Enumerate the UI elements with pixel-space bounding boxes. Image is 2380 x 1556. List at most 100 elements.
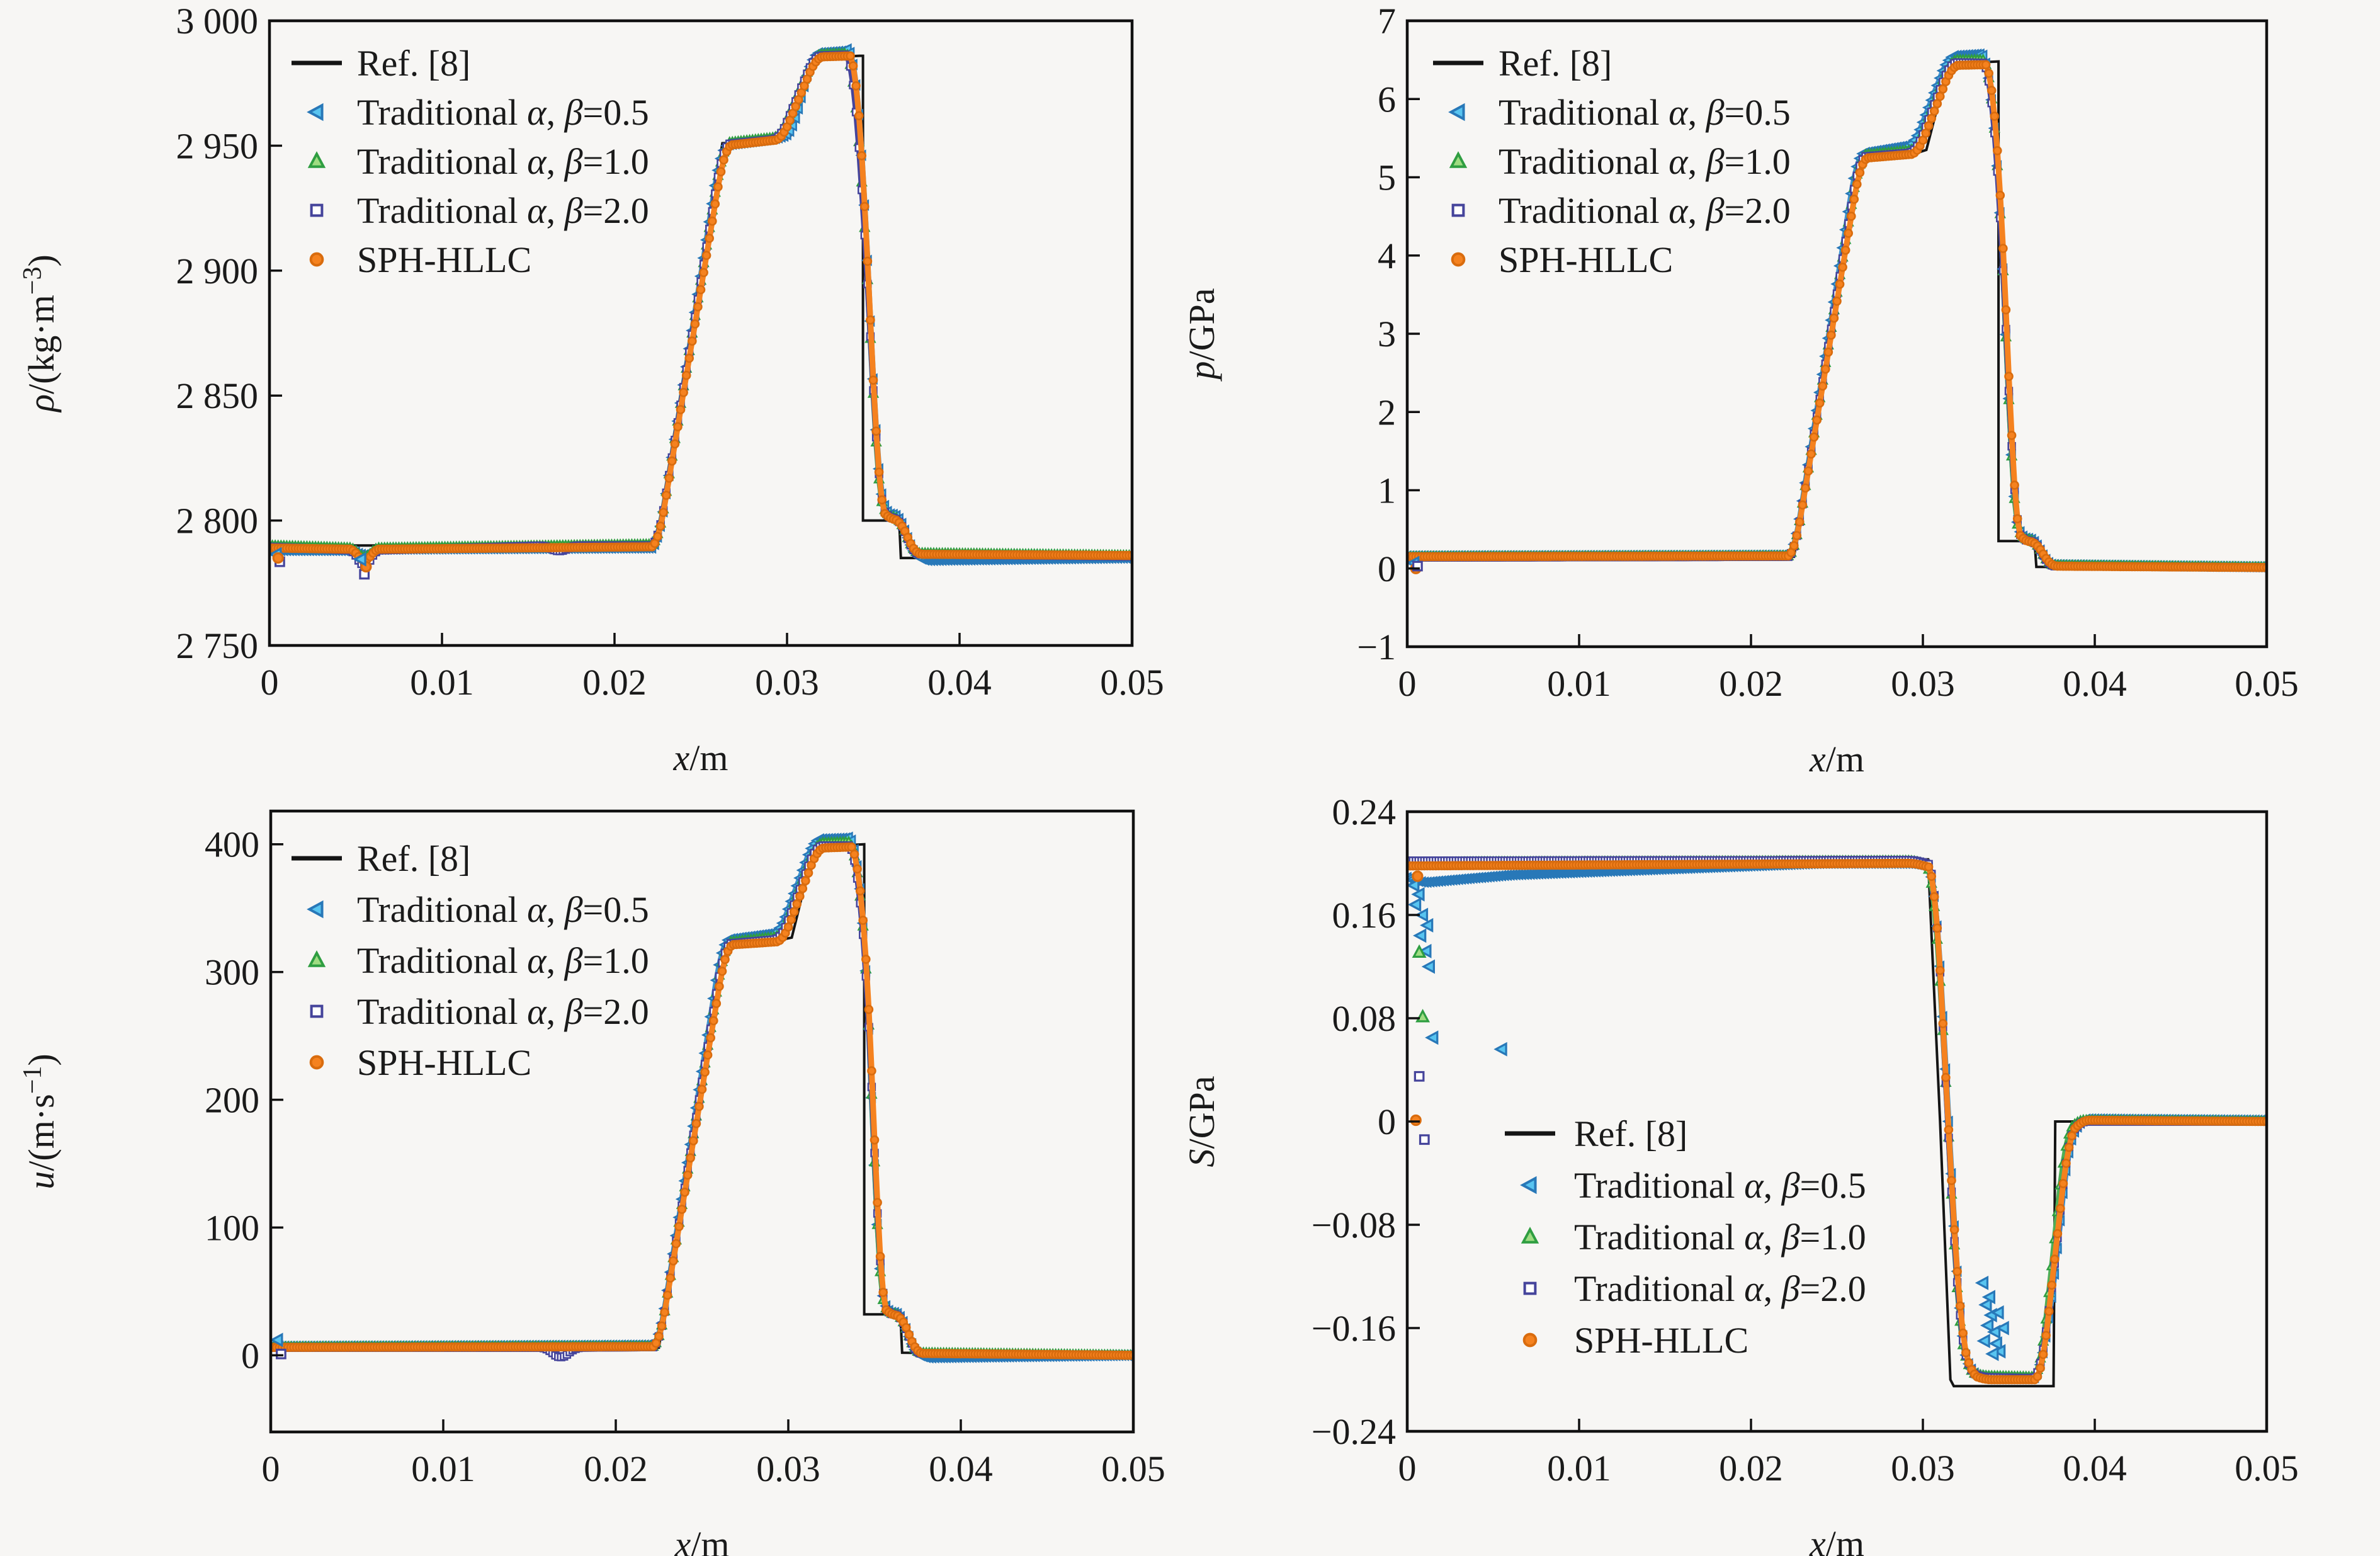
legend-item-ref: Ref. [8] [292, 43, 470, 84]
scatter-point [1412, 887, 1425, 901]
x-tick-label: 0.04 [2063, 1448, 2127, 1489]
x-tick-label: 0 [262, 1448, 280, 1489]
y-axis-label: S/GPa [1181, 1076, 1222, 1167]
chart-pressure: 0 0.01 0.02 0.03 0.04 0.05x/m−101234567p/GPaR… [1181, 1, 2299, 780]
x-tick-label: 0.01 [410, 662, 474, 703]
scatter-point [1981, 1319, 1994, 1332]
y-axis-label: p/GPa [1181, 288, 1222, 382]
plot-area-density [269, 43, 1132, 580]
legend-tri-left-icon [309, 105, 322, 119]
x-axis-label: x/m [673, 737, 728, 778]
legend-tri-up-icon [310, 154, 324, 166]
legend-label: Ref. [8] [357, 838, 470, 879]
y-tick-label: 2 900 [176, 251, 259, 292]
y-tick-label: 6 [1378, 79, 1396, 120]
legend-label: Ref. [8] [1574, 1113, 1687, 1154]
legend-item-b05: Traditional α, β=0.5 [1522, 1165, 1866, 1206]
legend-label: SPH-HLLC [1574, 1320, 1748, 1361]
legend-item-hllc: SPH-HLLC [1453, 239, 1673, 280]
y-tick-label: 1 [1378, 470, 1396, 511]
legend-label: Traditional α, β=2.0 [1574, 1268, 1866, 1309]
legend-label: Ref. [8] [357, 43, 470, 84]
y-axis: 0 100 200 300 400 [205, 824, 283, 1376]
scatter-point [272, 552, 284, 564]
series-hllc [1407, 60, 2267, 572]
scatter-point [1412, 945, 1426, 958]
y-tick-label: 2 [1378, 392, 1396, 433]
legend-item-ref: Ref. [8] [292, 838, 470, 879]
scatter-point [1976, 1276, 1989, 1290]
x-tick-label: 0.04 [929, 1448, 993, 1489]
y-tick-label: −0.08 [1312, 1205, 1396, 1246]
legend-item-b10: Traditional α, β=1.0 [1451, 141, 1791, 182]
x-axis-label: x/m [674, 1524, 730, 1556]
y-axis: 2 750 2 800 2 850 2 900 2 950 3 000 [176, 1, 282, 666]
legend-tri-up-icon [310, 953, 324, 965]
x-axis: 0 0.01 0.02 0.03 0.04 0.05 [262, 1419, 1165, 1489]
plot-area-stress [1407, 855, 2267, 1388]
y-tick-label: −0.16 [1312, 1308, 1396, 1349]
legend-item-b05: Traditional α, β=0.5 [309, 889, 649, 930]
legend-label: Ref. [8] [1499, 43, 1612, 84]
legend-velocity: Ref. [8] Traditional α, β=0.5 Traditional … [292, 838, 649, 1083]
legend-square-icon [312, 1006, 322, 1017]
y-tick-label: 2 950 [176, 125, 259, 166]
scatter-point [1416, 1009, 1429, 1023]
y-tick-label: 2 800 [176, 501, 259, 542]
x-tick-label: 0.03 [755, 662, 819, 703]
series-ref-line [1407, 858, 2267, 1388]
x-tick-label: 0.03 [756, 1448, 820, 1489]
y-tick-label: 200 [205, 1080, 259, 1121]
scatter-point [1978, 1334, 1990, 1348]
y-axis: −1 0 1 2 3 4 5 6 7 [1357, 1, 1420, 667]
legend-label: Traditional α, β=1.0 [357, 141, 649, 182]
x-tick-label: 0.04 [927, 662, 992, 703]
y-tick-label: 2 850 [176, 375, 259, 416]
y-tick-label: 0.16 [1332, 895, 1397, 936]
legend-label: SPH-HLLC [1499, 239, 1673, 280]
y-tick-label: 0.24 [1332, 792, 1397, 832]
y-tick-label: 0 [1378, 548, 1396, 589]
x-tick-label: 0.02 [1719, 663, 1783, 704]
legend-label: Traditional α, β=0.5 [357, 92, 649, 133]
x-axis: 0 0.01 0.02 0.03 0.04 0.05 [261, 633, 1164, 703]
plot-area-pressure [1407, 48, 2267, 574]
x-tick-label: 0.01 [1547, 1448, 1611, 1489]
legend-square-icon [1453, 205, 1464, 216]
scatter-point [1410, 1114, 1422, 1127]
legend-tri-up-icon [1523, 1229, 1537, 1242]
y-axis-label: u/(m·s−1) [18, 1053, 62, 1189]
x-axis: 0 0.01 0.02 0.03 0.04 0.05 [1398, 1419, 2299, 1489]
series-hllc [271, 842, 1133, 1360]
x-axis: 0 0.01 0.02 0.03 0.04 0.05 [1398, 634, 2299, 704]
x-tick-label: 0 [261, 662, 279, 703]
y-axis: −0.24 −0.16 −0.08 0 0.08 0.16 0.24 [1312, 792, 1420, 1452]
y-tick-label: 0 [241, 1335, 259, 1376]
x-tick-label: 0.01 [411, 1448, 475, 1489]
x-axis-label: x/m [1809, 1523, 1864, 1556]
x-tick-label: 0.02 [1719, 1448, 1783, 1489]
y-tick-label: 0.08 [1332, 998, 1397, 1039]
legend-item-b20: Traditional α, β=2.0 [312, 190, 649, 231]
y-tick-label: 5 [1378, 157, 1396, 198]
plot-area-velocity [271, 832, 1133, 1363]
chart-stress: 0 0.01 0.02 0.03 0.04 0.05 x/m −0.24 −0.16 −0.08 0… [1181, 792, 2299, 1556]
legend-item-b20: Traditional α, β=2.0 [1525, 1268, 1866, 1309]
y-tick-label: −0.24 [1312, 1411, 1396, 1452]
scatter-point [1420, 919, 1434, 932]
y-tick-label: 100 [205, 1207, 259, 1248]
x-tick-label: 0.03 [1891, 1448, 1955, 1489]
x-tick-label: 0.04 [2063, 663, 2127, 704]
x-tick-label: 0 [1398, 663, 1417, 704]
axes-frame [268, 19, 1134, 647]
y-tick-label: 300 [205, 952, 259, 993]
y-tick-label: 0 [1378, 1101, 1396, 1142]
legend-square-icon [312, 205, 322, 216]
legend-label: Traditional α, β=2.0 [357, 190, 649, 231]
scatter-point [1425, 1031, 1439, 1045]
y-tick-label: 2 750 [176, 625, 259, 666]
legend-tri-up-icon [1451, 154, 1465, 166]
legend-item-b20: Traditional α, β=2.0 [1453, 190, 1791, 231]
